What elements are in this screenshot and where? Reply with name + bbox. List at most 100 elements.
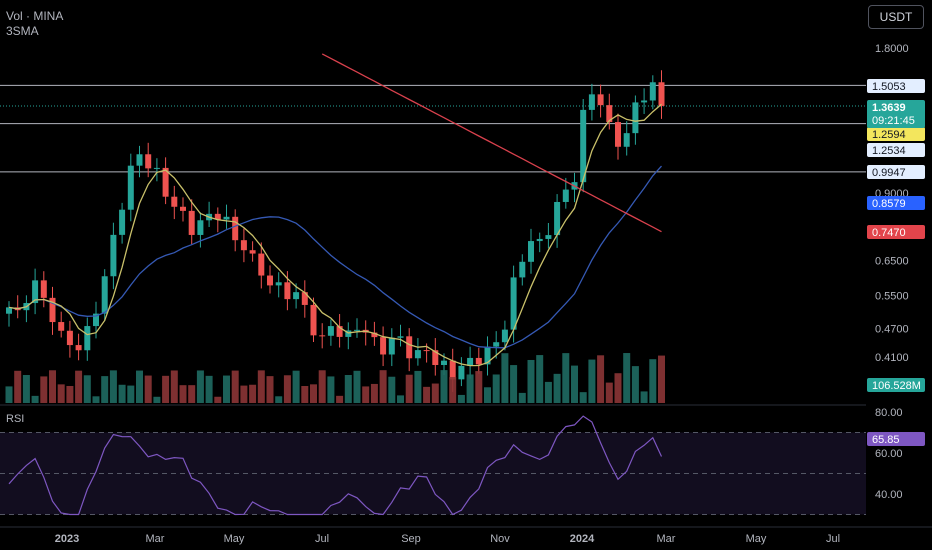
candle xyxy=(145,142,152,178)
candle xyxy=(249,241,256,262)
price-badge-text: 106.528M xyxy=(872,380,921,392)
volume-bar xyxy=(75,370,83,403)
candle xyxy=(458,357,465,387)
volume-bar xyxy=(623,353,631,403)
volume-bar xyxy=(457,394,465,403)
candle-body xyxy=(267,275,273,286)
volume-bar xyxy=(223,375,230,403)
volume-bar xyxy=(484,387,491,403)
candle xyxy=(580,99,587,193)
volume-bar xyxy=(101,376,109,403)
candle-body xyxy=(93,313,99,327)
volume-bar xyxy=(92,396,100,403)
price-badge: 0.9947 xyxy=(867,165,925,179)
candle-body xyxy=(153,167,160,169)
sma-mid-line xyxy=(8,165,662,349)
candle-body xyxy=(214,213,221,220)
rsi-axis-label: 80.00 xyxy=(875,407,903,419)
candle xyxy=(362,320,369,346)
price-axis-label: 0.5500 xyxy=(875,291,909,303)
candle xyxy=(467,346,474,379)
volume-bar xyxy=(196,370,204,403)
candle xyxy=(615,113,621,160)
price-badge-bg xyxy=(867,196,925,210)
candle xyxy=(275,272,282,298)
candle-body xyxy=(249,250,256,254)
price-badge: 1.5053 xyxy=(867,79,925,93)
candle-body xyxy=(623,133,630,147)
volume-bar xyxy=(605,382,613,403)
time-axis-label: Mar xyxy=(146,533,165,545)
time-axis-label: Mar xyxy=(657,533,676,545)
volume-bar xyxy=(40,376,48,403)
price-badge-text: 1.2594 xyxy=(872,129,906,141)
sma-slow-line xyxy=(321,53,662,233)
price-badge-text: 0.8579 xyxy=(872,198,906,210)
price-badge-bg xyxy=(867,378,925,392)
candle xyxy=(588,83,595,121)
price-badge: 1.2534 xyxy=(867,143,925,157)
candle-body xyxy=(345,330,352,337)
price-badge-bg xyxy=(867,127,925,141)
candle-body xyxy=(649,82,656,101)
candle xyxy=(319,323,326,349)
candle xyxy=(380,326,387,367)
rsi-axis-label: 40.00 xyxy=(875,489,903,501)
candle-body xyxy=(423,350,430,352)
price-badge-bg xyxy=(867,165,925,179)
volume-bar xyxy=(544,381,552,403)
candle xyxy=(354,318,360,338)
price-badge: 1.2594 xyxy=(867,127,925,141)
volume-bar xyxy=(423,386,431,403)
candle xyxy=(258,242,265,289)
candle-body xyxy=(240,240,247,251)
volume-bar xyxy=(553,373,561,403)
candle-body xyxy=(180,206,186,211)
volume-bar xyxy=(362,386,370,403)
currency-button[interactable]: USDT xyxy=(868,5,924,29)
candle-body xyxy=(441,360,447,366)
candle xyxy=(119,202,126,244)
volume-bar xyxy=(188,385,196,403)
volume-bar xyxy=(510,365,518,403)
candle xyxy=(519,254,526,286)
candle xyxy=(197,212,204,248)
rsi-value-badge: 65.85 xyxy=(867,432,925,446)
candle xyxy=(180,197,186,222)
candle xyxy=(388,328,395,367)
candle xyxy=(136,145,143,178)
candle xyxy=(66,320,73,358)
volume-bar xyxy=(536,355,544,403)
volume-bar xyxy=(571,365,578,403)
volume-bar xyxy=(518,392,526,403)
candle xyxy=(40,271,47,308)
candle xyxy=(641,88,648,114)
volume-bar xyxy=(144,375,152,403)
volume-bar xyxy=(327,376,335,403)
price-badge-bg xyxy=(867,143,925,157)
price-badge-text: 0.9947 xyxy=(872,167,906,179)
volume-bar xyxy=(501,353,509,403)
candle xyxy=(649,75,656,110)
time-axis-label: 2024 xyxy=(570,533,595,545)
candle xyxy=(528,228,534,274)
candle-body xyxy=(606,105,613,123)
volume-bar xyxy=(336,395,344,403)
candle-body xyxy=(354,329,360,331)
price-badge-text: 1.5053 xyxy=(872,81,906,93)
time-axis-label: May xyxy=(746,533,767,545)
volume-bar xyxy=(344,374,352,403)
volume-bar xyxy=(66,385,74,403)
price-badge: 0.8579 xyxy=(867,196,925,210)
symbol-legend: Vol · MINA xyxy=(6,9,64,23)
candle-body xyxy=(6,307,12,314)
candle xyxy=(475,347,482,374)
candle xyxy=(14,295,21,319)
candle-body xyxy=(232,216,239,241)
sma-fast-line xyxy=(8,103,662,367)
volume-bar xyxy=(492,374,500,403)
volume-bar xyxy=(179,385,187,403)
volume-bar xyxy=(118,384,126,403)
volume-bar xyxy=(127,385,135,403)
